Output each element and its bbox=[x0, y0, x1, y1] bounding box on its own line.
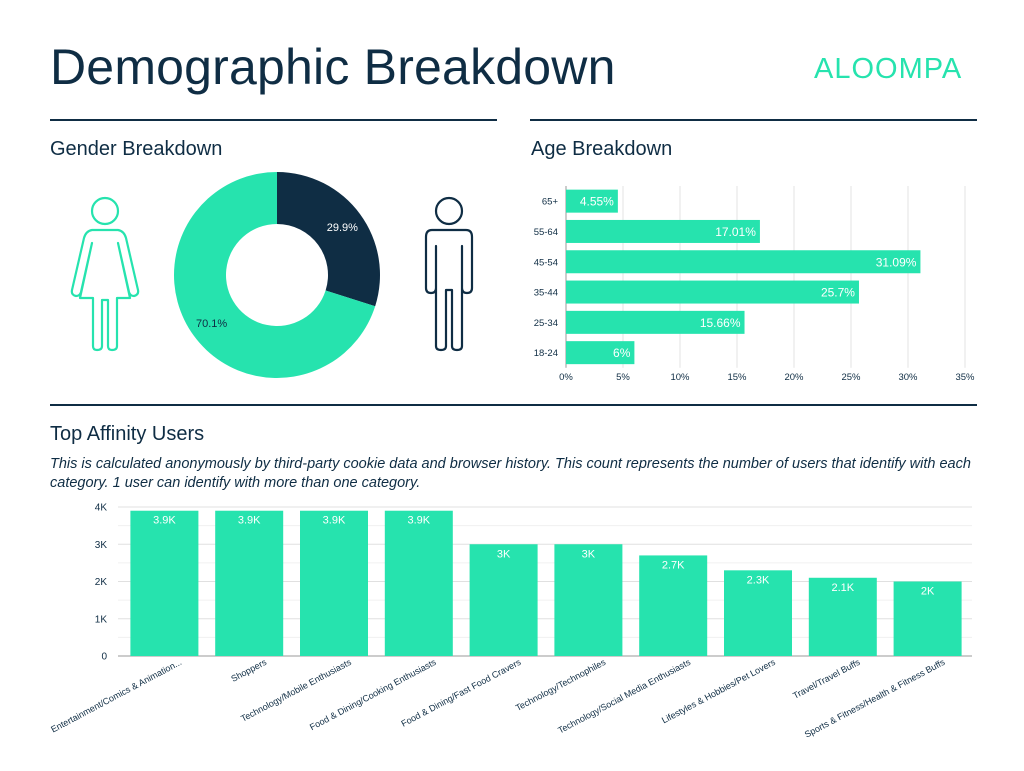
age-bar bbox=[566, 310, 745, 334]
age-category-label: 55-64 bbox=[534, 227, 558, 238]
affinity-bar bbox=[469, 544, 538, 656]
age-category-label: 25-34 bbox=[534, 318, 558, 329]
affinity-category-label: Food & Dining/Fast Food Cravers bbox=[399, 657, 522, 729]
male-figure-icon bbox=[424, 196, 474, 352]
affinity-y-tick-label: 4K bbox=[95, 503, 108, 514]
age-bar bbox=[566, 219, 760, 243]
donut-slice bbox=[277, 172, 381, 307]
age-bar-label: 31.09% bbox=[876, 255, 917, 269]
affinity-category-label: Entertainment/Comics & Animation... bbox=[49, 657, 183, 735]
age-bar-label: 15.66% bbox=[700, 316, 741, 330]
age-category-label: 35-44 bbox=[534, 288, 558, 299]
affinity-bar bbox=[215, 510, 284, 656]
age-x-tick-label: 35% bbox=[955, 372, 975, 383]
affinity-bar bbox=[808, 577, 877, 656]
age-bar-label: 25.7% bbox=[821, 286, 855, 300]
affinity-bar-label: 3.9K bbox=[238, 515, 261, 527]
affinity-bar-label: 2.3K bbox=[747, 574, 770, 586]
age-bar bbox=[566, 341, 635, 365]
age-bar-chart: 0% 5% 10% 15% 20% 25% 30% 35% 4.55% 65+ 17.01% 55-6… bbox=[534, 186, 975, 383]
affinity-section-rule bbox=[50, 404, 977, 406]
brand-wordmark: ALOOMPA bbox=[814, 53, 963, 85]
affinity-category-label: Lifestyles & Hobbies/Pet Lovers bbox=[660, 657, 777, 726]
affinity-bar-label: 3K bbox=[582, 548, 596, 560]
affinity-bar-label: 3K bbox=[497, 548, 511, 560]
age-x-tick-label: 0% bbox=[559, 372, 573, 383]
brand-logo: ALOOMPA bbox=[814, 53, 962, 86]
affinity-bar-label: 3.9K bbox=[407, 515, 430, 527]
gender-section-rule bbox=[50, 119, 497, 121]
age-category-label: 45-54 bbox=[534, 257, 558, 268]
donut-slice-label: 70.1% bbox=[196, 318, 227, 330]
affinity-y-tick-label: 2K bbox=[95, 577, 108, 588]
affinity-y-tick-label: 3K bbox=[95, 540, 108, 551]
age-x-tick-label: 25% bbox=[841, 372, 861, 383]
affinity-bar-chart: 0 1K 2K 3K 4K 3.9K Entertainment/Comics & Anim… bbox=[49, 503, 972, 740]
donut-slice bbox=[174, 172, 376, 379]
affinity-bar bbox=[130, 510, 199, 656]
affinity-bar bbox=[300, 510, 368, 656]
age-bar bbox=[566, 250, 921, 274]
age-section-rule bbox=[530, 119, 977, 121]
age-x-tick-label: 20% bbox=[784, 372, 804, 383]
affinity-bar bbox=[724, 570, 792, 656]
age-bar-label: 4.55% bbox=[580, 195, 614, 209]
age-category-label: 18-24 bbox=[534, 348, 558, 359]
page-title: Demographic Breakdown bbox=[50, 39, 616, 95]
affinity-bar-label: 3.9K bbox=[153, 515, 176, 527]
affinity-category-label: Technology/Technophiles bbox=[514, 657, 608, 713]
age-category-label: 65+ bbox=[542, 197, 559, 208]
affinity-bar-label: 2K bbox=[921, 586, 935, 598]
age-bar bbox=[566, 280, 859, 304]
age-bar-label: 6% bbox=[613, 346, 631, 360]
age-x-tick-label: 30% bbox=[898, 372, 918, 383]
age-bar-label: 17.01% bbox=[715, 225, 756, 239]
affinity-bar-label: 2.7K bbox=[662, 559, 685, 571]
affinity-note: This is calculated anonymously by third-… bbox=[50, 456, 971, 491]
affinity-category-label: Technology/Mobile Enthusiasts bbox=[239, 657, 353, 724]
age-x-tick-label: 10% bbox=[670, 372, 690, 383]
affinity-bar-label: 2.1K bbox=[831, 582, 854, 594]
affinity-y-tick-label: 1K bbox=[95, 614, 108, 625]
age-bar bbox=[566, 189, 618, 213]
affinity-bar bbox=[639, 555, 708, 656]
gender-section-title: Gender Breakdown bbox=[50, 138, 223, 160]
affinity-category-label: Food & Dining/Cooking Enthusiasts bbox=[308, 657, 438, 733]
affinity-bar bbox=[893, 581, 962, 656]
age-x-tick-label: 15% bbox=[727, 372, 747, 383]
affinity-category-label: Sports & Fitness/Health & Fitness Buffs bbox=[803, 657, 947, 740]
age-section-title: Age Breakdown bbox=[531, 138, 673, 160]
affinity-category-label: Technology/Social Media Enthusiasts bbox=[556, 657, 692, 736]
female-figure-icon bbox=[70, 196, 140, 352]
affinity-y-tick-label: 0 bbox=[101, 652, 107, 663]
affinity-category-label: Shoppers bbox=[229, 657, 268, 684]
affinity-bar bbox=[554, 544, 623, 656]
affinity-bar bbox=[384, 510, 453, 656]
affinity-category-label: Travel/Travel Buffs bbox=[791, 657, 862, 701]
affinity-section-title: Top Affinity Users bbox=[50, 423, 205, 445]
donut-slice-label: 29.9% bbox=[327, 222, 358, 234]
age-x-tick-label: 5% bbox=[616, 372, 630, 383]
affinity-bar-label: 3.9K bbox=[323, 515, 346, 527]
gender-donut-chart: 29.9% 70.1% bbox=[174, 172, 381, 379]
